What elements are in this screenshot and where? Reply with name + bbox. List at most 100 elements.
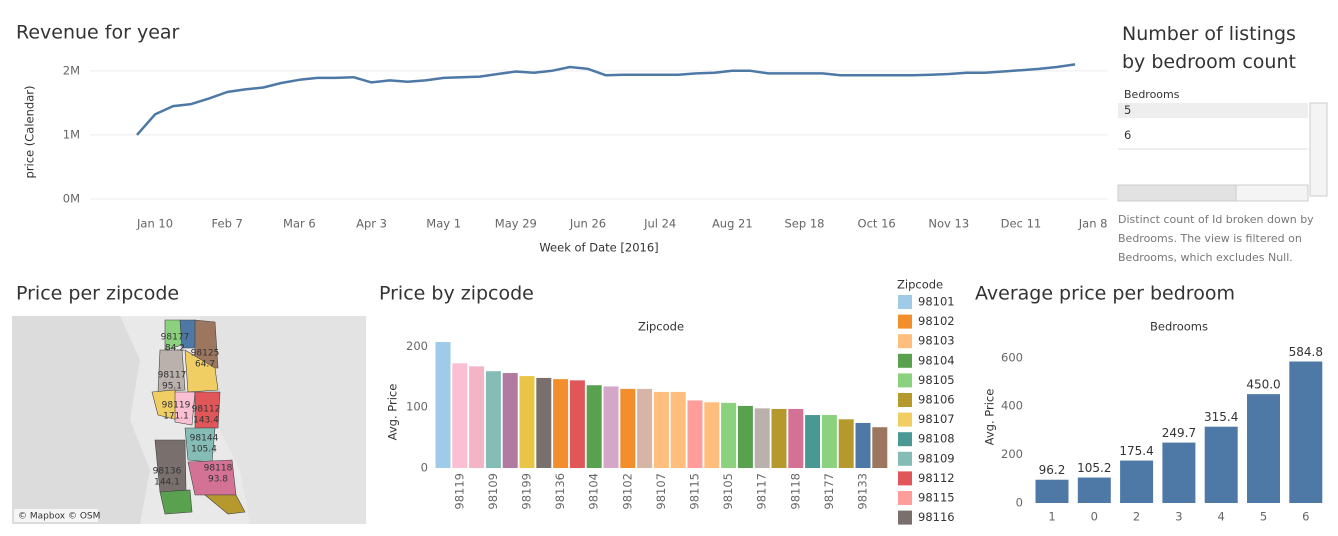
bar [855,422,871,468]
x-tick-label: Sep 18 [784,217,824,231]
x-tick-label: 98102 [620,473,634,510]
map-label: 98144 [190,434,219,444]
bar [687,400,703,468]
water [12,316,150,524]
bar [452,363,468,468]
bar [704,402,720,468]
bar [821,415,837,468]
x-tick-label: 4 [1218,510,1225,524]
bar [469,366,485,468]
map-label: 64.7 [195,360,215,370]
map-label: 98177 [161,333,190,343]
zip-area [174,391,196,426]
x-tick-label: 98177 [822,473,836,510]
legend-title: Zipcode [897,278,943,292]
x-tick-label: 98119 [452,473,466,510]
bar [536,377,552,468]
legend-label: 98115 [918,491,955,505]
x-tick-label: 1 [1048,510,1055,524]
map-label: 98125 [191,349,220,359]
x-tick-label: Feb 7 [212,217,243,231]
chart-title: Average price per bedroom [975,283,1235,305]
legend-label: 98107 [918,412,955,426]
map-label: 98117 [158,371,187,381]
x-tick-label: 98104 [587,473,601,510]
bar [1204,426,1238,503]
bar [603,386,619,468]
x-tick-label: Jan 10 [136,217,173,231]
bar [586,385,602,468]
y-tick-label: 600 [1001,350,1023,364]
bar [838,419,854,468]
bar [653,391,669,468]
y-axis-label: price (Calendar) [23,86,37,179]
map: © Mapbox © OSM [12,316,366,524]
legend-label: 98105 [918,373,955,387]
scrollbar[interactable] [1309,102,1328,197]
line [136,63,1076,136]
chart-subtitle: Zipcode [638,320,684,334]
data-label: 105.2 [1077,461,1111,475]
bar [1247,394,1280,503]
y-tick-label: 0M [63,192,80,206]
bar [1120,460,1154,503]
x-tick-label: 98117 [755,473,769,510]
x-tick-label: Dec 11 [1001,217,1042,231]
bar [805,415,821,468]
bar [872,427,888,468]
x-tick-label: 5 [1260,510,1267,524]
map-label: 95.1 [162,382,182,392]
bar [771,408,787,468]
data-label: 249.7 [1162,426,1196,440]
legend-swatch [898,451,912,466]
legend-swatch [898,314,912,329]
zip-area [204,494,246,515]
x-tick-label: 98118 [788,473,802,510]
bar [721,402,737,468]
zip-area [194,319,219,369]
table-row[interactable]: 5 [1124,103,1132,117]
attribution-bg [14,509,98,522]
map-title: Price per zipcode [16,283,179,305]
filter-widget [1117,102,1328,202]
bar [485,371,501,468]
bar [1077,477,1111,503]
x-tick-label: Oct 16 [858,217,896,231]
x-tick-label: 2 [1133,510,1140,524]
data-label: 584.8 [1289,345,1323,359]
bar [754,408,770,468]
x-tick-label: 98107 [654,473,668,510]
x-tick-label: 98115 [688,473,702,510]
x-tick-label: 98199 [520,473,534,510]
legend-label: 98104 [918,353,955,367]
table-row[interactable]: 6 [1124,128,1132,142]
legend-swatch [898,353,912,368]
zip-area [159,489,193,515]
x-tick-label: 98105 [721,473,735,510]
x-tick-label: Jan 8 [1078,217,1108,231]
zip-area [184,349,219,393]
bar [553,379,569,468]
bar [1035,479,1069,503]
y-tick-label: 200 [406,339,428,353]
x-tick-label: 3 [1175,510,1182,524]
x-tick-label: 0 [1091,510,1098,524]
bar [435,342,451,468]
y-tick-label: 2M [63,63,80,77]
map-label: 98119 [162,401,191,411]
map-label: 144.1 [154,478,180,488]
attribution: © Mapbox © OSM [18,512,100,522]
zip-area [194,391,221,429]
x-tick-label: 6 [1302,510,1309,524]
x-tick-label: Apr 3 [356,217,387,231]
legend-label: 98112 [918,471,955,485]
scroll-thumb[interactable] [1117,184,1237,202]
y-axis-label: Avg. Price [386,384,400,441]
bar [737,405,753,468]
legend-swatch [898,393,912,407]
panel-title: Number of listings by bedroom count [1122,23,1296,73]
bar [519,376,535,468]
table-header: Bedrooms [1124,88,1180,101]
